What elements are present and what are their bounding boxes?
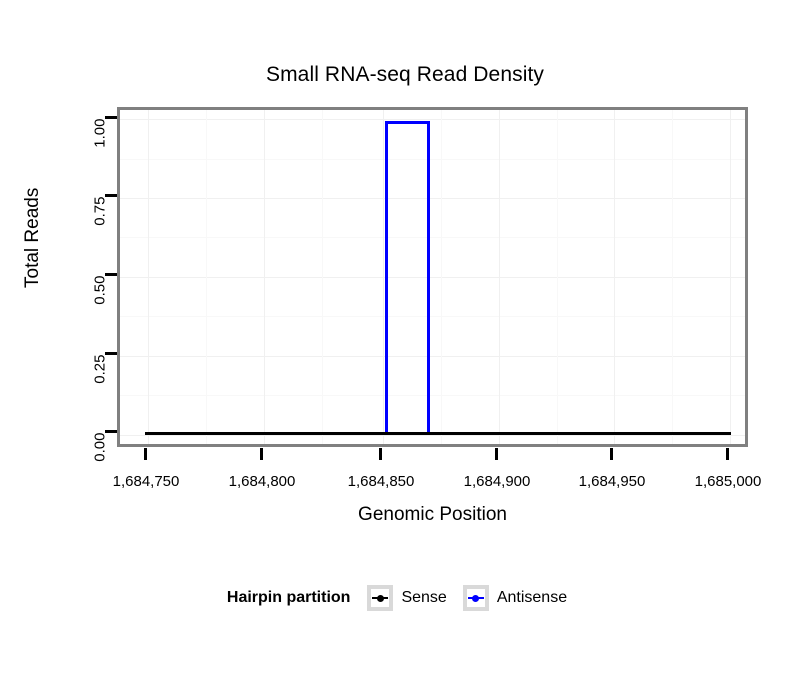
x-tick-mark-1684900 — [495, 448, 498, 460]
x-tick-label-1684850: 1,684,850 — [347, 473, 415, 490]
plot-panel — [117, 107, 748, 447]
y-axis-title: Total Reads — [22, 187, 43, 288]
x-tick-label-1684800: 1,684,800 — [228, 473, 296, 490]
x-tick-mark-1684950 — [610, 448, 613, 460]
gridline-v-minor-5 — [672, 110, 673, 444]
y-tick-mark-0.00 — [105, 430, 117, 433]
gridline-v-1684900 — [499, 110, 500, 444]
x-tick-mark-1684750 — [144, 448, 147, 460]
y-tick-label-0.75: 0.75 — [91, 196, 109, 226]
antisense-peak-left-edge — [385, 121, 388, 435]
gridline-h-minor-2 — [120, 316, 745, 317]
gridline-h-1.00 — [120, 119, 745, 120]
gridline-v-1684850 — [383, 110, 384, 444]
gridline-h-0.25 — [120, 356, 745, 357]
gridline-v-1685000 — [730, 110, 731, 444]
gridline-v-1684950 — [614, 110, 615, 444]
x-tick-label-1684750: 1,684,750 — [112, 473, 180, 490]
gridline-v-minor-4 — [557, 110, 558, 444]
legend-key-antisense-icon — [462, 585, 489, 611]
gridline-v-1684750 — [148, 110, 149, 444]
gridline-h-minor-3 — [120, 237, 745, 238]
x-tick-mark-1684800 — [260, 448, 263, 460]
x-axis-title: Genomic Position — [358, 504, 507, 525]
legend-label-antisense: Antisense — [496, 589, 568, 606]
x-tick-label-1684900: 1,684,900 — [463, 473, 531, 490]
x-tick-label-1684950: 1,684,950 — [578, 473, 646, 490]
y-tick-mark-0.75 — [105, 194, 117, 197]
y-tick-label-1.00: 1.00 — [91, 118, 109, 148]
plot-area — [120, 110, 745, 444]
gridline-v-minor-3 — [441, 110, 442, 444]
legend: Hairpin partition Sense Antisense — [0, 585, 810, 611]
y-tick-mark-0.25 — [105, 352, 117, 355]
legend-label-sense: Sense — [401, 589, 447, 606]
gridline-h-minor-4 — [120, 159, 745, 160]
gridline-v-minor-1 — [206, 110, 207, 444]
gridline-h-0.00 — [120, 435, 745, 436]
legend-key-sense-icon — [367, 585, 394, 611]
y-tick-label-0.00: 0.00 — [91, 432, 109, 462]
y-tick-label-0.25: 0.25 — [91, 354, 109, 384]
legend-item-antisense[interactable]: Antisense — [462, 585, 583, 611]
gridline-v-1684800 — [264, 110, 265, 444]
legend-title: Hairpin partition — [226, 589, 351, 606]
gridline-h-0.75 — [120, 198, 745, 199]
y-tick-label-0.50: 0.50 — [91, 275, 109, 305]
x-tick-mark-1684850 — [379, 448, 382, 460]
legend-item-sense[interactable]: Sense — [367, 585, 462, 611]
gridline-v-minor-2 — [322, 110, 323, 444]
y-tick-mark-0.50 — [105, 273, 117, 276]
page-title: Small RNA-seq Read Density — [265, 63, 545, 86]
legend-key-dot-sense — [376, 594, 384, 602]
gridline-h-minor-1 — [120, 395, 745, 396]
x-tick-mark-1685000 — [726, 448, 729, 460]
y-tick-mark-1.00 — [105, 116, 117, 119]
antisense-peak-right-edge — [427, 121, 430, 435]
antisense-peak-top — [385, 121, 430, 124]
x-tick-label-1685000: 1,685,000 — [694, 473, 762, 490]
sense-series-line — [145, 432, 731, 435]
legend-key-dot-antisense — [472, 594, 480, 602]
gridline-h-0.50 — [120, 277, 745, 278]
